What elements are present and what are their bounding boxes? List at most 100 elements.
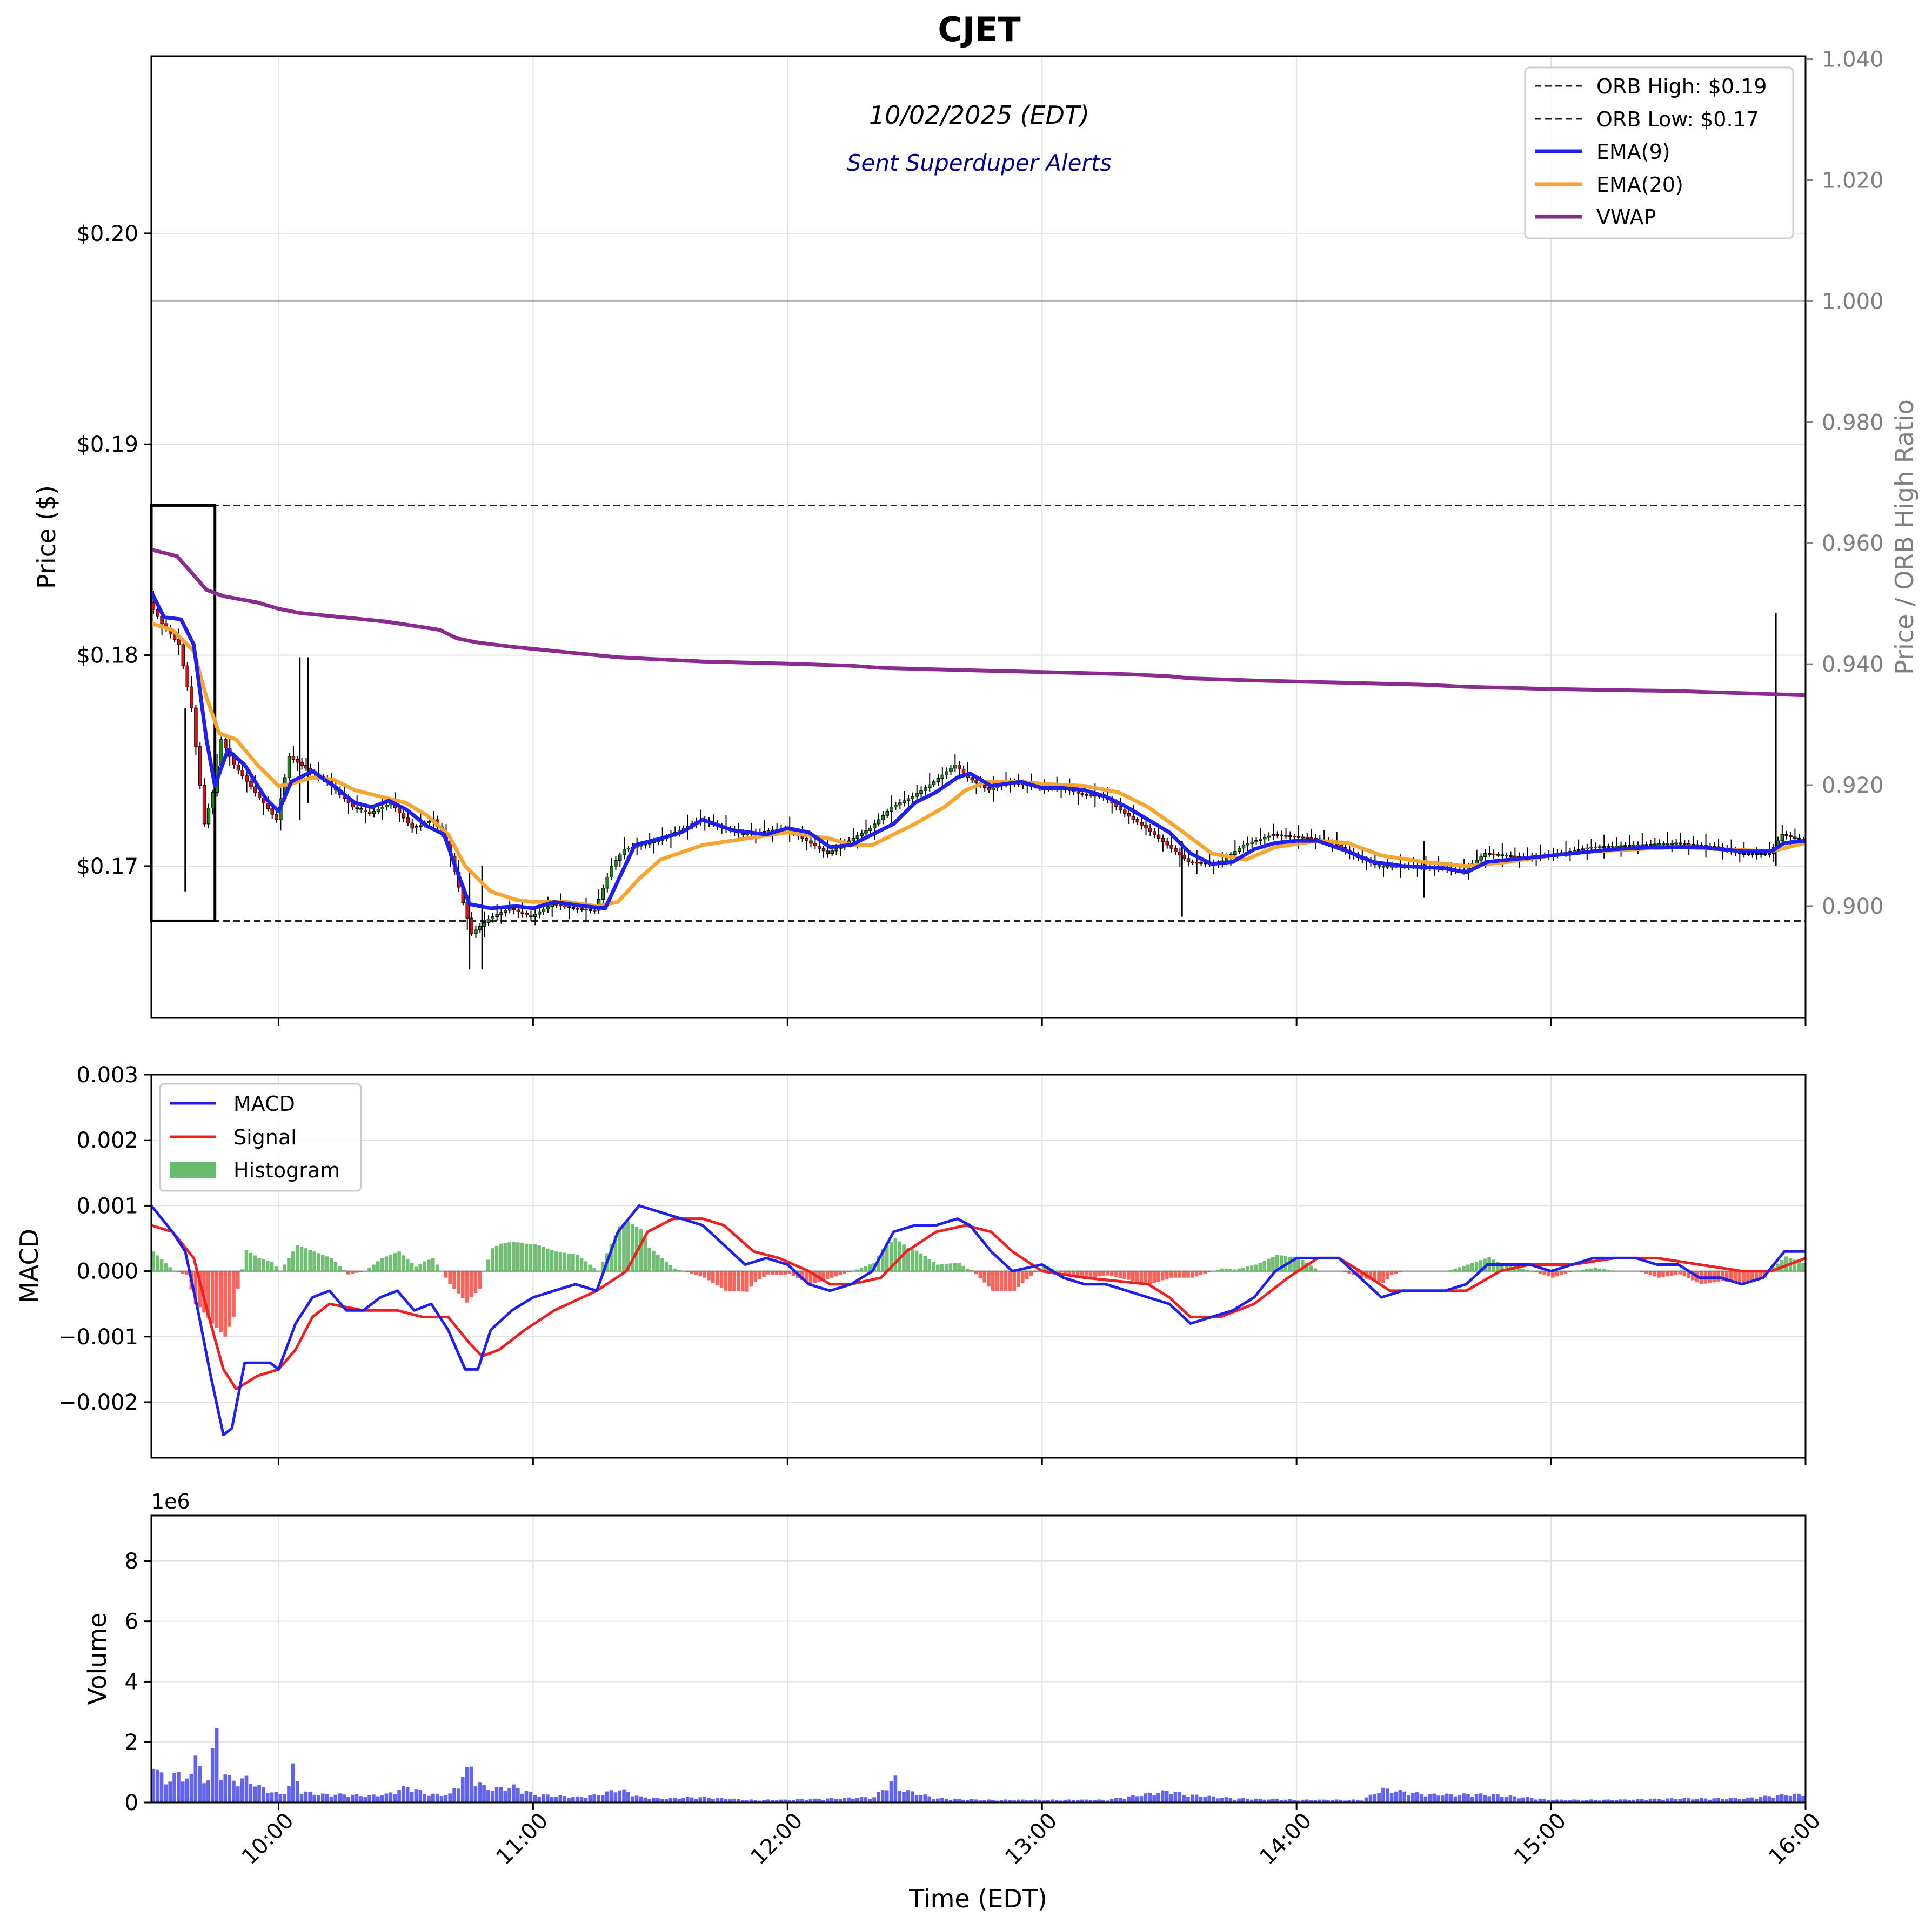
volume-bar <box>558 1795 563 1802</box>
macd-histogram-bar <box>507 1242 511 1271</box>
macd-histogram-bar <box>1033 1271 1038 1272</box>
candle-body <box>589 909 592 911</box>
candle-body <box>898 802 902 806</box>
volume-bar <box>639 1796 643 1802</box>
macd-histogram-bar <box>1156 1271 1160 1282</box>
macd-histogram-bar <box>703 1271 707 1278</box>
macd-histogram-bar <box>961 1265 965 1271</box>
candle-body <box>1653 843 1657 846</box>
macd-histogram-bar <box>1610 1270 1614 1271</box>
volume-bar <box>1042 1800 1046 1802</box>
candle-body <box>1089 794 1093 796</box>
candle-body <box>885 810 889 816</box>
legend-label-macd: MACD <box>233 1092 295 1116</box>
macd-histogram-bar <box>1131 1271 1135 1281</box>
candle-body <box>516 909 520 912</box>
macd-histogram-bar <box>1377 1271 1381 1283</box>
volume-bar <box>457 1788 460 1802</box>
volume-bar <box>482 1785 486 1802</box>
macd-histogram-bar <box>1458 1267 1462 1271</box>
volume-bar <box>257 1785 261 1802</box>
volume-bar <box>164 1784 168 1802</box>
macd-histogram-bar <box>490 1248 494 1271</box>
macd-histogram-bar <box>558 1252 563 1271</box>
macd-histogram-bar <box>452 1271 456 1289</box>
macd-histogram-bar <box>1521 1269 1525 1271</box>
macd-histogram-bar <box>970 1270 974 1271</box>
volume-bar <box>304 1791 308 1802</box>
macd-histogram-bar <box>1682 1271 1687 1277</box>
macd-histogram-bar <box>363 1271 367 1272</box>
candle-body <box>1174 848 1178 852</box>
volume-bar <box>978 1800 982 1802</box>
macd-histogram-bar <box>1063 1271 1067 1275</box>
volume-bar <box>618 1790 622 1802</box>
price-y-tick-label-0: $0.17 <box>76 854 138 879</box>
volume-bar <box>465 1767 469 1802</box>
macd-histogram-bar <box>1182 1271 1186 1278</box>
volume-bar <box>715 1798 719 1802</box>
volume-bar <box>1441 1795 1445 1802</box>
volume-bar <box>919 1795 923 1802</box>
macd-histogram-bar <box>405 1259 410 1271</box>
volume-bar <box>503 1791 507 1802</box>
volume-bar <box>948 1799 953 1802</box>
volume-bar <box>478 1782 482 1802</box>
macd-histogram-bar <box>910 1249 914 1271</box>
macd-histogram-bar <box>1160 1271 1165 1281</box>
macd-histogram-bar <box>1474 1262 1479 1271</box>
volume-bar <box>291 1763 295 1802</box>
volume-bar <box>724 1799 728 1802</box>
macd-histogram-bar <box>1801 1263 1805 1271</box>
macd-histogram-bar <box>843 1271 847 1274</box>
macd-histogram-bar <box>1529 1271 1534 1272</box>
macd-histogram-bar <box>808 1271 813 1284</box>
candle-body <box>1250 841 1254 844</box>
macd-histogram-bar <box>1305 1263 1309 1271</box>
macd-histogram-bar <box>550 1250 554 1271</box>
volume-bar <box>1334 1799 1339 1802</box>
macd-histogram-bar <box>376 1261 380 1271</box>
volume-bar <box>898 1790 902 1802</box>
volume-bar <box>605 1791 609 1802</box>
macd-histogram-bar <box>291 1251 295 1271</box>
candle-body <box>1241 845 1246 849</box>
macd-histogram-bar <box>1288 1256 1292 1271</box>
macd-histogram-bar <box>639 1229 643 1271</box>
macd-histogram-bar <box>978 1271 982 1278</box>
candle-body <box>1292 836 1296 838</box>
candle-body <box>1500 854 1505 856</box>
candle-body <box>1670 842 1674 845</box>
volume-bar <box>249 1784 253 1802</box>
volume-bar <box>1224 1797 1228 1802</box>
volume-bar <box>597 1795 600 1802</box>
macd-histogram-bar <box>172 1271 176 1272</box>
volume-bar <box>206 1780 210 1802</box>
legend-label-histogram: Histogram <box>233 1158 340 1182</box>
candle-body <box>1191 861 1195 863</box>
volume-bar <box>537 1796 541 1802</box>
macd-histogram-bar <box>1203 1271 1207 1274</box>
candle-body <box>529 915 533 917</box>
volume-bar <box>902 1792 906 1802</box>
macd-histogram-bar <box>1114 1271 1118 1277</box>
candle-body <box>1381 866 1386 868</box>
volume-bar <box>1691 1799 1695 1802</box>
macd-histogram-bar <box>1563 1271 1568 1274</box>
macd-histogram-bar <box>1674 1271 1678 1275</box>
candle-body <box>927 784 932 788</box>
volume-bar <box>893 1775 898 1802</box>
macd-histogram-bar <box>520 1243 524 1271</box>
macd-histogram-bar <box>965 1269 970 1271</box>
macd-histogram-bar <box>372 1264 376 1271</box>
candle-body <box>372 810 376 814</box>
volume-bar <box>1801 1795 1805 1802</box>
macd-histogram-bar <box>1054 1270 1059 1271</box>
macd-histogram-bar <box>948 1263 953 1271</box>
candle-body <box>1666 843 1670 845</box>
macd-histogram-bar <box>236 1271 240 1289</box>
macd-histogram-bar <box>893 1238 898 1271</box>
volume-bar <box>728 1799 732 1802</box>
volume-bar <box>1279 1800 1283 1802</box>
macd-histogram-bar <box>737 1271 740 1291</box>
